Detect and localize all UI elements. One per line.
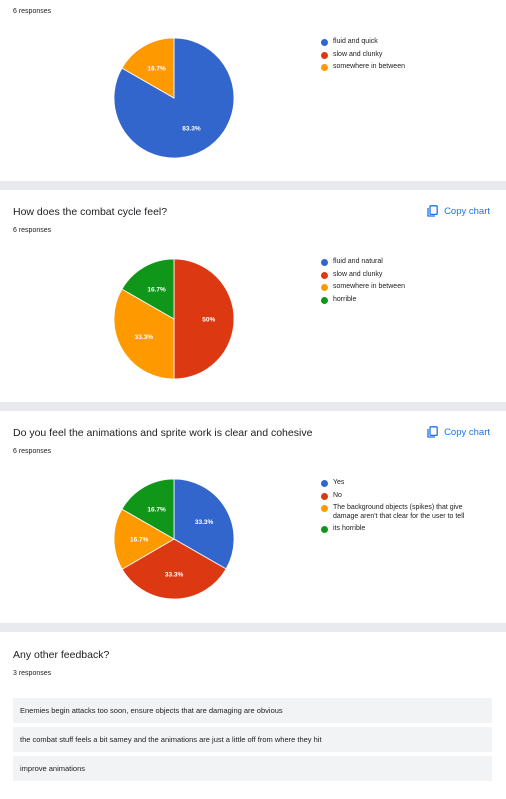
legend-item: horrible: [321, 296, 405, 305]
legend-dot-icon: [321, 492, 328, 500]
slice-label: 33.3%: [135, 334, 154, 341]
slice-label: 16.7%: [130, 537, 149, 544]
legend-dot-icon: [321, 51, 328, 59]
question-card-2: How does the combat cycle feel? 6 respon…: [0, 190, 506, 402]
legend-dot-icon: [321, 39, 328, 46]
copy-chart-button[interactable]: Copy chart: [427, 426, 490, 438]
legend-dot-icon: [321, 296, 328, 304]
copy-icon: [427, 205, 438, 217]
question-card-4: Any other feedback? 3 responses Enemies …: [0, 632, 506, 799]
question-title: Do you feel the animations and sprite wo…: [13, 427, 313, 439]
legend-dot-icon: [321, 64, 328, 71]
response-count: 6 responses: [13, 8, 52, 15]
pie-slice[interactable]: [173, 478, 235, 570]
pie-slice[interactable]: [113, 288, 175, 380]
text-response: the combat stuff feels a bit samey and t…: [13, 727, 492, 752]
slice-label: 83.3%: [182, 126, 201, 133]
legend-item: slow and clunky: [321, 271, 405, 280]
legend-dot-icon: [321, 271, 328, 279]
slice-label: 16.7%: [147, 506, 166, 513]
question-card-1: 6 responses 83.3% 16.7% fluid and quick s…: [0, 0, 506, 181]
legend-dot-icon: [321, 526, 328, 533]
pie-slice[interactable]: [121, 478, 175, 540]
copy-chart-button[interactable]: Copy chart: [427, 205, 490, 217]
chart-legend-2: fluid and natural slow and clunky somewh…: [321, 258, 405, 308]
slice-label: 16.7%: [147, 65, 166, 72]
pie-chart-2: 50% 33.3% 16.7%: [113, 258, 235, 380]
slice-label: 33.3%: [165, 571, 184, 578]
question-card-3: Do you feel the animations and sprite wo…: [0, 411, 506, 623]
pie-slice[interactable]: [173, 258, 235, 380]
pie-chart-1: 83.3% 16.7%: [113, 37, 235, 159]
question-title: How does the combat cycle feel?: [13, 206, 168, 218]
slice-label: 50%: [202, 317, 215, 324]
legend-dot-icon: [321, 505, 328, 512]
copy-icon: [427, 426, 438, 438]
pie-slice[interactable]: [113, 508, 175, 570]
legend-item: Yes: [321, 479, 473, 488]
text-response: improve animations: [13, 756, 492, 781]
pie-slice[interactable]: [113, 37, 235, 159]
pie-slice[interactable]: [121, 538, 227, 600]
pie-slice[interactable]: [121, 258, 175, 320]
text-response: Enemies begin attacks too soon, ensure o…: [13, 698, 492, 723]
legend-dot-icon: [321, 284, 328, 291]
legend-item: somewhere in between: [321, 283, 405, 292]
response-count: 6 responses: [13, 227, 52, 234]
chart-legend-1: fluid and quick slow and clunky somewher…: [321, 38, 405, 76]
pie-slice[interactable]: [121, 37, 175, 99]
legend-item: The background objects (spikes) that giv…: [321, 504, 473, 521]
legend-item: fluid and quick: [321, 38, 405, 47]
legend-dot-icon: [321, 259, 328, 266]
legend-item: its horrible: [321, 525, 473, 534]
legend-item: somewhere in between: [321, 63, 405, 72]
slice-label: 33.3%: [195, 519, 214, 526]
response-count: 3 responses: [13, 670, 52, 677]
response-count: 6 responses: [13, 448, 52, 455]
question-title: Any other feedback?: [13, 649, 110, 661]
legend-item: slow and clunky: [321, 51, 405, 60]
slice-label: 16.7%: [147, 286, 166, 293]
legend-item: fluid and natural: [321, 258, 405, 267]
legend-item: No: [321, 492, 473, 501]
chart-legend-3: Yes No The background objects (spikes) t…: [321, 479, 473, 538]
pie-chart-3: 33.3% 33.3% 16.7% 16.7%: [113, 478, 235, 600]
legend-dot-icon: [321, 480, 328, 487]
